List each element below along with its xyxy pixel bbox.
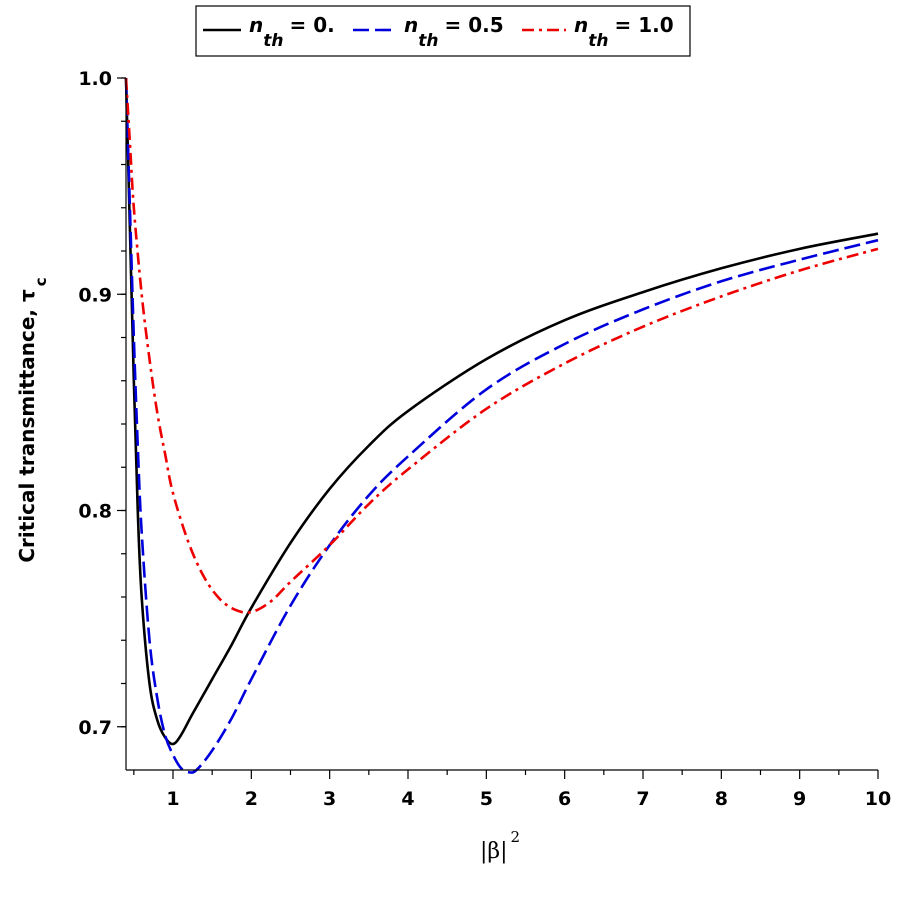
x-axis-ticks: 1 2 3 4 5 6 7 8 9 10 — [133, 770, 891, 810]
legend-symbol-1: n — [404, 13, 418, 37]
x-tick-label-9: 10 — [865, 788, 891, 810]
legend-item-series-1: nth = 0.5 — [353, 13, 504, 51]
legend-item-series-0: nth = 0. — [203, 13, 335, 51]
x-tick-label-8: 9 — [793, 788, 806, 810]
x-tick-label-1: 2 — [245, 788, 258, 810]
legend-value-1: = 0.5 — [444, 13, 503, 37]
x-tick-label-4: 5 — [480, 788, 493, 810]
y-tick-label-1: 0.8 — [78, 501, 112, 523]
x-tick-label-6: 7 — [636, 788, 649, 810]
y-tick-label-2: 0.9 — [78, 284, 112, 306]
legend-subscript-1: th — [418, 31, 438, 51]
legend-value-2: = 1.0 — [614, 13, 673, 37]
legend: nth= 0. nth= 0.5 nth= 1.0 — [195, 5, 691, 57]
legend-symbol-2: n — [574, 13, 588, 37]
x-axis-title-superscript: 2 — [511, 828, 521, 846]
y-axis-title-main: Critical transmittance, τ — [15, 289, 39, 563]
plot-area — [124, 77, 879, 774]
x-tick-label-3: 4 — [401, 788, 414, 810]
x-tick-label-0: 1 — [166, 788, 179, 810]
x-tick-label-7: 8 — [715, 788, 728, 810]
legend-value-0: = 0. — [289, 13, 334, 37]
y-axis-title: Critical transmittance, τ c — [15, 277, 50, 562]
series-line-0 — [124, 77, 879, 746]
legend-label-series-0: nth = 0. — [249, 13, 335, 51]
y-axis-title-subscript: c — [32, 277, 50, 286]
x-axis-title-main: |β| — [480, 839, 508, 864]
legend-subscript-2: th — [588, 31, 608, 51]
legend-label-series-1: nth = 0.5 — [404, 13, 504, 51]
x-tick-label-2: 3 — [323, 788, 336, 810]
series-line-1 — [124, 77, 879, 774]
axes — [125, 78, 878, 771]
y-axis-ticks: 0.7 0.8 0.9 1.0 — [78, 68, 126, 739]
legend-box — [195, 5, 691, 57]
x-tick-label-5: 6 — [558, 788, 571, 810]
legend-item-series-2: nth = 1.0 — [522, 13, 674, 51]
y-tick-label-3: 1.0 — [78, 68, 112, 90]
series-line-2 — [124, 77, 879, 615]
legend-symbol-0: n — [249, 13, 263, 37]
legend-label-series-2: nth = 1.0 — [574, 13, 674, 51]
x-axis-title: |β|2 — [480, 828, 520, 864]
y-tick-label-0: 0.7 — [78, 717, 112, 739]
legend-subscript-0: th — [263, 31, 283, 51]
